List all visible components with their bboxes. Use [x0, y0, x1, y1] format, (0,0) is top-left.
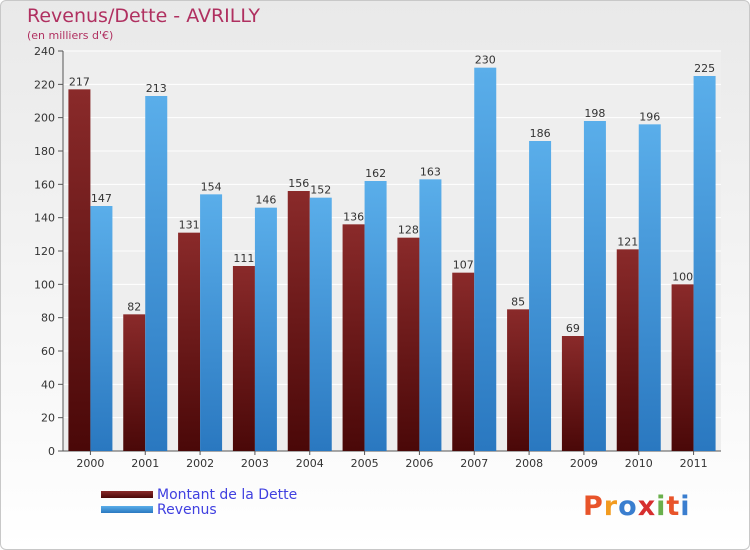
- logo-letter: P: [583, 491, 604, 522]
- logo-letter: t: [666, 491, 681, 522]
- logo-letter: i: [680, 491, 691, 522]
- x-tick-label-2000: 2000: [76, 457, 104, 470]
- bar-dette-2001: [123, 314, 146, 451]
- data-label-dette-2007: 107: [453, 259, 474, 272]
- legend: Montant de la Dette Revenus: [101, 486, 298, 518]
- x-tick-label-2005: 2005: [351, 457, 379, 470]
- x-tick-label-2001: 2001: [131, 457, 159, 470]
- bar-revenus-2010: [638, 124, 661, 451]
- y-tick-label: 0: [48, 445, 55, 458]
- bar-dette-2002: [178, 232, 201, 451]
- data-label-revenus-2006: 163: [420, 165, 441, 178]
- bar-revenus-2000: [90, 206, 113, 451]
- y-tick-label: 80: [41, 312, 55, 325]
- data-label-dette-2010: 121: [617, 235, 638, 248]
- data-label-revenus-2007: 230: [475, 54, 496, 67]
- data-label-dette-2003: 111: [233, 252, 254, 265]
- y-tick-label: 240: [34, 45, 55, 58]
- data-label-dette-2006: 128: [398, 224, 419, 237]
- bar-revenus-2004: [309, 197, 332, 451]
- x-tick-label-2002: 2002: [186, 457, 214, 470]
- x-tick-label-2004: 2004: [296, 457, 324, 470]
- data-label-dette-2005: 136: [343, 210, 364, 223]
- bar-revenus-2011: [693, 76, 716, 451]
- x-tick-label-2006: 2006: [405, 457, 433, 470]
- bar-revenus-2001: [145, 96, 168, 451]
- data-label-revenus-2011: 225: [694, 62, 715, 75]
- y-tick-label: 160: [34, 178, 55, 191]
- chart-subtitle: (en milliers d'€): [27, 29, 114, 42]
- x-tick-label-2011: 2011: [680, 457, 708, 470]
- y-tick-label: 140: [34, 212, 55, 225]
- y-tick-label: 60: [41, 345, 55, 358]
- x-tick-label-2009: 2009: [570, 457, 598, 470]
- y-tick-label: 100: [34, 278, 55, 291]
- data-label-revenus-2005: 162: [365, 167, 386, 180]
- bar-revenus-2006: [419, 179, 442, 452]
- data-label-dette-2002: 131: [179, 219, 200, 232]
- x-tick-label-2007: 2007: [460, 457, 488, 470]
- bar-revenus-2003: [254, 207, 277, 451]
- bar-dette-2011: [671, 284, 694, 451]
- legend-swatch-revenus: [101, 506, 153, 513]
- x-tick-label-2010: 2010: [625, 457, 653, 470]
- bar-dette-2000: [68, 89, 91, 451]
- bar-revenus-2009: [583, 121, 606, 451]
- bar-dette-2006: [397, 237, 420, 451]
- y-tick-label: 40: [41, 378, 55, 391]
- legend-item-revenus: Revenus: [101, 501, 297, 518]
- logo-letter: o: [618, 491, 638, 522]
- data-label-revenus-2002: 154: [201, 180, 222, 193]
- logo-letter: r: [603, 491, 619, 522]
- data-label-dette-2009: 69: [566, 322, 580, 335]
- legend-item-dette: Montant de la Dette: [101, 486, 298, 503]
- data-label-revenus-2008: 186: [530, 127, 551, 140]
- bar-revenus-2002: [200, 194, 223, 452]
- bar-dette-2009: [561, 336, 584, 451]
- data-label-revenus-2003: 146: [255, 194, 276, 207]
- bar-dette-2003: [232, 266, 255, 451]
- bar-dette-2005: [342, 224, 365, 451]
- bar-dette-2007: [452, 272, 475, 451]
- y-tick-label: 180: [34, 145, 55, 158]
- bar-dette-2008: [507, 309, 530, 451]
- data-label-revenus-2000: 147: [91, 192, 112, 205]
- y-tick-label: 20: [41, 412, 55, 425]
- data-label-dette-2008: 85: [511, 295, 525, 308]
- legend-label-dette: Montant de la Dette: [157, 486, 298, 503]
- x-tick-label-2003: 2003: [241, 457, 269, 470]
- data-label-revenus-2010: 196: [639, 110, 660, 123]
- y-tick-label: 120: [34, 245, 55, 258]
- y-tick-label: 200: [34, 112, 55, 125]
- chart-title: Revenus/Dette - AVRILLY: [27, 5, 261, 27]
- data-label-dette-2001: 82: [127, 300, 141, 313]
- data-label-revenus-2001: 213: [146, 82, 167, 95]
- bar-dette-2010: [616, 249, 639, 451]
- bar-revenus-2005: [364, 181, 387, 451]
- data-label-dette-2011: 100: [672, 270, 693, 283]
- logo-letter: i: [656, 491, 667, 522]
- y-tick-label: 220: [34, 78, 55, 91]
- data-label-dette-2004: 156: [288, 177, 309, 190]
- bar-dette-2004: [287, 191, 310, 451]
- data-label-dette-2000: 217: [69, 75, 90, 88]
- bar-revenus-2008: [529, 141, 552, 451]
- data-label-revenus-2004: 152: [310, 184, 331, 197]
- proxiti-logo: Proxiti: [583, 491, 691, 522]
- x-tick-label-2008: 2008: [515, 457, 543, 470]
- legend-label-revenus: Revenus: [157, 501, 217, 518]
- data-label-revenus-2009: 198: [584, 107, 605, 120]
- bar-revenus-2007: [474, 67, 497, 452]
- legend-swatch-dette: [101, 491, 153, 498]
- logo-letter: x: [637, 491, 657, 522]
